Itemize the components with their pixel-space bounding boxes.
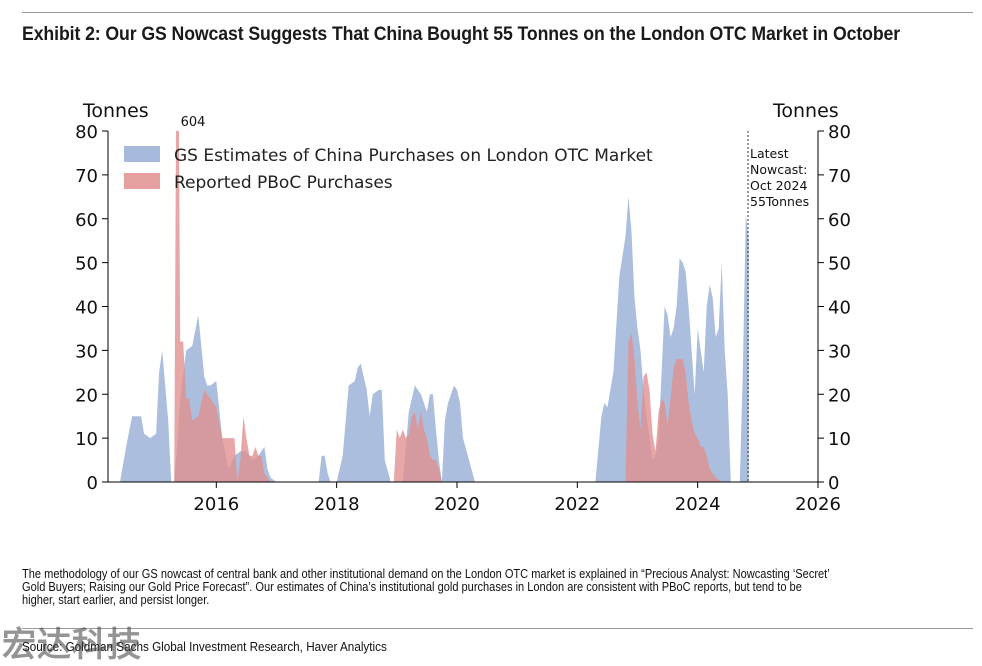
x-tick-label: 2024 (675, 494, 721, 515)
y-tick-label-right: 0 (828, 473, 839, 494)
nowcast-label-line: Latest (750, 146, 789, 161)
y-axis-title-left: Tonnes (82, 100, 149, 122)
legend-label-pboc: Reported PBoC Purchases (174, 173, 393, 193)
y-tick-label-left: 60 (75, 210, 98, 231)
top-rule (22, 12, 973, 13)
legend-label-gs: GS Estimates of China Purchases on Londo… (174, 146, 653, 166)
x-tick-label: 2022 (554, 494, 600, 515)
y-tick-label-left: 40 (75, 298, 98, 319)
y-tick-label-left: 30 (75, 341, 98, 362)
series-area-pboc-reported (174, 131, 722, 482)
legend: GS Estimates of China Purchases on Londo… (124, 146, 653, 193)
legend-swatch-pboc (124, 173, 160, 189)
y-tick-label-left: 50 (75, 254, 98, 275)
y-tick-label-right: 20 (828, 385, 851, 406)
y-axis-title-right: Tonnes (772, 100, 839, 122)
y-tick-label-right: 40 (828, 298, 851, 319)
methodology-note: The methodology of our GS nowcast of cen… (22, 566, 830, 607)
y-tick-label-left: 0 (87, 473, 98, 494)
y-tick-label-right: 10 (828, 429, 851, 450)
y-tick-label-left: 10 (75, 429, 98, 450)
y-tick-label-right: 50 (828, 254, 851, 275)
y-tick-label-left: 80 (75, 122, 98, 143)
x-tick-label: 2026 (795, 494, 841, 515)
legend-swatch-gs (124, 146, 160, 162)
y-tick-label-right: 80 (828, 122, 851, 143)
x-tick-label: 2020 (434, 494, 480, 515)
y-tick-label-left: 20 (75, 385, 98, 406)
exhibit-title: Exhibit 2: Our GS Nowcast Suggests That … (22, 24, 901, 45)
y-tick-label-left: 70 (75, 166, 98, 187)
nowcast-label-line: 55Tonnes (750, 194, 809, 209)
x-tick-label: 2018 (314, 494, 360, 515)
y-tick-label-right: 60 (828, 210, 851, 231)
nowcast-label-line: Oct 2024 (750, 178, 807, 193)
nowcast-label-line: Nowcast: (750, 162, 807, 177)
y-tick-label-right: 70 (828, 166, 851, 187)
bottom-rule (22, 628, 973, 629)
plot-areas (120, 131, 749, 483)
x-tick-label: 2016 (193, 494, 239, 515)
y-tick-label-right: 30 (828, 341, 851, 362)
source-line: Source: Goldman Sachs Global Investment … (22, 639, 387, 654)
watermark: 宏达科技 (2, 625, 142, 665)
spike-value-label: 604 (181, 115, 206, 130)
